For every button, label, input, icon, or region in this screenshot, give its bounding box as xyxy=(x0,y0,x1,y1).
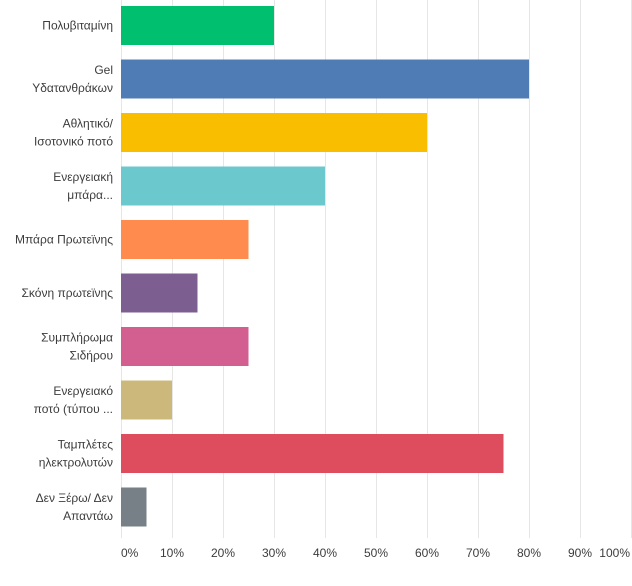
category-label-line: Ισοτονικό ποτό xyxy=(34,135,113,149)
x-tick-label: 90% xyxy=(568,546,592,560)
bar[interactable] xyxy=(121,166,325,206)
category-label-line: ποτό (τύπου ... xyxy=(34,402,113,416)
category-label-line: Υδατανθράκων xyxy=(32,81,113,95)
category-label-line: Συμπλήρωμα xyxy=(41,331,113,345)
bars xyxy=(121,6,529,527)
category-label: Σκόνη πρωτεϊνης xyxy=(22,286,114,300)
category-label: Πολυβιταμίνη xyxy=(42,19,113,33)
bar[interactable] xyxy=(121,327,249,366)
category-label-line: Gel xyxy=(94,63,113,77)
category-label-line: Ενεργειακή xyxy=(53,170,113,184)
x-tick-label: 10% xyxy=(160,546,184,560)
category-label: Ενεργειακή μπάρα... xyxy=(53,170,113,202)
category-label-line: Πολυβιταμίνη xyxy=(42,19,113,33)
category-label: Δεν Ξέρω/ Δεν Απαντάω xyxy=(36,491,113,523)
category-labels: Πολυβιταμίνη Gel Υδατανθράκων Αθλητικό/Ισοτ… xyxy=(15,19,114,524)
bar[interactable] xyxy=(121,59,529,99)
category-label-line: Ταμπλέτες xyxy=(58,438,114,452)
bar[interactable] xyxy=(121,434,504,473)
x-tick-label: 30% xyxy=(262,546,286,560)
bar[interactable] xyxy=(121,487,147,527)
x-tick-label: 40% xyxy=(313,546,337,560)
bar[interactable] xyxy=(121,113,427,152)
bar[interactable] xyxy=(121,220,249,259)
category-label: Ταμπλέτες ηλεκτρολυτών xyxy=(39,438,113,470)
category-label-line: Δεν Ξέρω/ Δεν xyxy=(36,491,113,505)
category-label-line: Αθλητικό/ xyxy=(63,117,114,131)
category-label-line: Σκόνη πρωτεϊνης xyxy=(22,286,114,300)
bar[interactable] xyxy=(121,380,172,420)
category-label: Ενεργειακό ποτό (τύπου ... xyxy=(34,384,114,416)
x-tick-label: 0% xyxy=(121,546,139,560)
x-tick-label: 50% xyxy=(364,546,388,560)
category-label: Μπάρα Πρωτεϊνης xyxy=(15,233,113,247)
category-label: Αθλητικό/Ισοτονικό ποτό xyxy=(34,117,114,149)
category-label-line: Απαντάω xyxy=(63,509,113,523)
category-label-line: μπάρα... xyxy=(67,188,113,202)
bar[interactable] xyxy=(121,6,274,45)
category-label-line: ηλεκτρολυτών xyxy=(39,456,113,470)
x-tick-label: 80% xyxy=(517,546,541,560)
category-label-line: Μπάρα Πρωτεϊνης xyxy=(15,233,113,247)
x-axis-ticks: 0% 10% 20% 30% 40% 50% 60% 70% 80% 90% 100% xyxy=(121,546,630,560)
x-tick-label: 100% xyxy=(599,546,630,560)
category-label: Gel Υδατανθράκων xyxy=(32,63,113,95)
category-label: Συμπλήρωμα Σιδήρου xyxy=(41,331,113,363)
bar[interactable] xyxy=(121,273,198,313)
x-tick-label: 20% xyxy=(211,546,235,560)
category-label-line: Ενεργειακό xyxy=(53,384,113,398)
x-tick-label: 70% xyxy=(466,546,490,560)
x-tick-label: 60% xyxy=(415,546,439,560)
category-label-line: Σιδήρου xyxy=(70,349,114,363)
